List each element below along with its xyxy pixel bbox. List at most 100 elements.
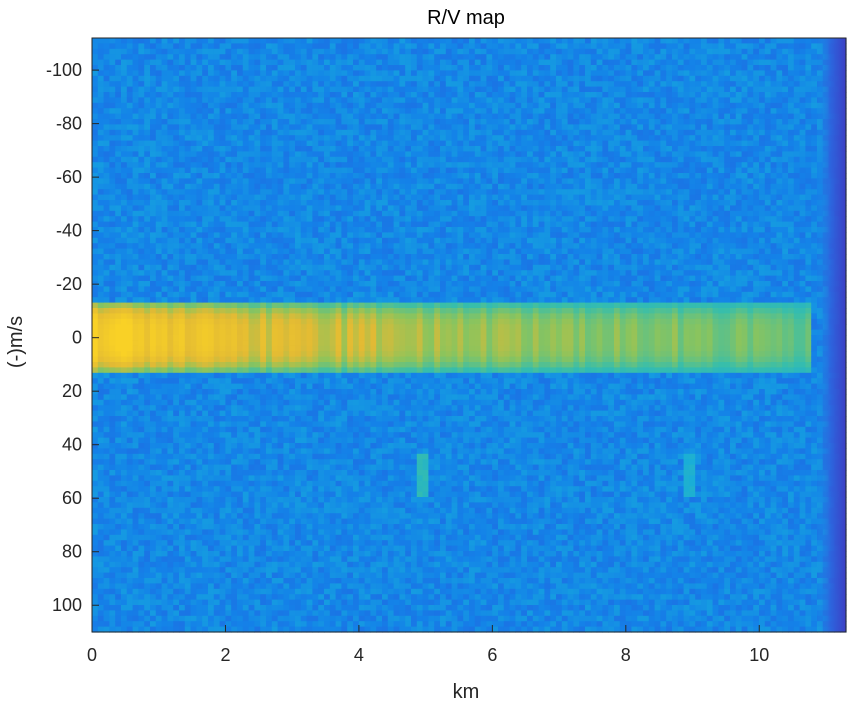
heatmap-cell: [242, 70, 250, 77]
heatmap-cell: [306, 351, 313, 358]
heatmap-cell: [231, 151, 238, 158]
heatmap-cell: [208, 497, 215, 503]
heatmap-cell: [306, 421, 313, 428]
heatmap-cell: [161, 167, 168, 174]
heatmap-cell: [138, 313, 145, 320]
heatmap-cell: [190, 556, 197, 563]
heatmap-cell: [132, 621, 139, 628]
heatmap-cell: [92, 173, 99, 179]
heatmap-cell: [324, 626, 331, 633]
heatmap-cell: [318, 378, 325, 385]
heatmap-cell: [231, 448, 238, 455]
heatmap-cell: [184, 221, 192, 228]
heatmap-cell: [295, 605, 302, 611]
heatmap-cell: [167, 518, 174, 525]
heatmap-cell: [225, 156, 232, 163]
heatmap-cell: [202, 475, 209, 482]
heatmap-cell: [283, 135, 290, 142]
heatmap-cell: [266, 610, 273, 617]
heatmap-cell: [109, 286, 116, 293]
heatmap-cell: [248, 205, 255, 212]
heatmap-cell: [341, 367, 348, 374]
heatmap-cell: [318, 556, 325, 563]
heatmap-cell: [219, 38, 226, 44]
heatmap-cell: [271, 421, 279, 428]
heatmap-cell: [138, 583, 145, 590]
heatmap-cell: [324, 75, 331, 82]
heatmap-cell: [254, 205, 261, 212]
heatmap-cell: [138, 378, 145, 385]
heatmap-cell: [277, 97, 284, 104]
heatmap-cell: [167, 394, 174, 401]
heatmap-cell: [219, 437, 226, 444]
heatmap-cell: [248, 102, 255, 109]
heatmap-cell: [341, 399, 348, 406]
heatmap-cell: [312, 183, 319, 190]
heatmap-cell: [173, 551, 180, 557]
heatmap-cell: [161, 243, 168, 250]
heatmap-cell: [306, 399, 313, 406]
heatmap-cell: [144, 286, 151, 293]
heatmap-cell: [347, 551, 354, 557]
heatmap-cell: [242, 378, 250, 385]
heatmap-cell: [277, 529, 284, 536]
heatmap-cell: [161, 534, 168, 541]
heatmap-cell: [97, 518, 105, 525]
heatmap-cell: [167, 443, 174, 449]
heatmap-cell: [138, 610, 145, 617]
heatmap-cell: [179, 389, 186, 395]
heatmap-cell: [132, 129, 139, 136]
heatmap-cell: [213, 48, 221, 55]
heatmap-cell: [295, 189, 302, 196]
heatmap-cell: [266, 464, 273, 471]
heatmap-cell: [335, 345, 342, 352]
heatmap-cell: [184, 59, 192, 66]
heatmap-cell: [196, 162, 203, 169]
heatmap-cell: [318, 318, 325, 325]
heatmap-cell: [184, 534, 192, 541]
heatmap-cell: [138, 248, 145, 255]
heatmap-cell: [312, 394, 319, 401]
heatmap-cell: [92, 432, 99, 439]
heatmap-cell: [121, 356, 128, 363]
heatmap-cell: [295, 464, 302, 471]
heatmap-cell: [283, 232, 290, 239]
heatmap-cell: [312, 108, 319, 115]
heatmap-cell: [324, 340, 331, 347]
heatmap-cell: [295, 367, 302, 374]
heatmap-cell: [150, 405, 157, 412]
heatmap-cell: [341, 459, 348, 466]
heatmap-cell: [97, 578, 105, 584]
heatmap-cell: [260, 65, 267, 71]
heatmap-cell: [92, 340, 99, 347]
heatmap-cell: [271, 113, 279, 120]
heatmap-cell: [155, 227, 163, 233]
heatmap-cell: [289, 102, 296, 109]
heatmap-cell: [248, 426, 255, 433]
heatmap-cell: [347, 259, 354, 266]
heatmap-cell: [347, 432, 354, 439]
heatmap-cell: [242, 621, 250, 628]
heatmap-cell: [283, 151, 290, 158]
heatmap-cell: [277, 113, 284, 120]
heatmap-cell: [347, 399, 354, 406]
heatmap-cell: [347, 270, 354, 277]
heatmap-cell: [312, 534, 319, 541]
heatmap-cell: [335, 507, 342, 514]
heatmap-cell: [271, 513, 279, 520]
heatmap-cell: [318, 513, 325, 520]
heatmap-cell: [225, 200, 232, 206]
heatmap-cell: [248, 621, 255, 628]
heatmap-cell: [260, 486, 267, 493]
heatmap-cell: [266, 135, 273, 142]
heatmap-cell: [300, 286, 308, 293]
heatmap-cell: [231, 108, 238, 115]
heatmap-cell: [271, 389, 279, 395]
heatmap-cell: [341, 502, 348, 509]
heatmap-cell: [277, 383, 284, 390]
heatmap-cell: [254, 335, 261, 341]
heatmap-cell: [213, 302, 221, 309]
heatmap-cell: [150, 43, 157, 50]
heatmap-cell: [155, 43, 163, 50]
heatmap-cell: [184, 237, 192, 244]
